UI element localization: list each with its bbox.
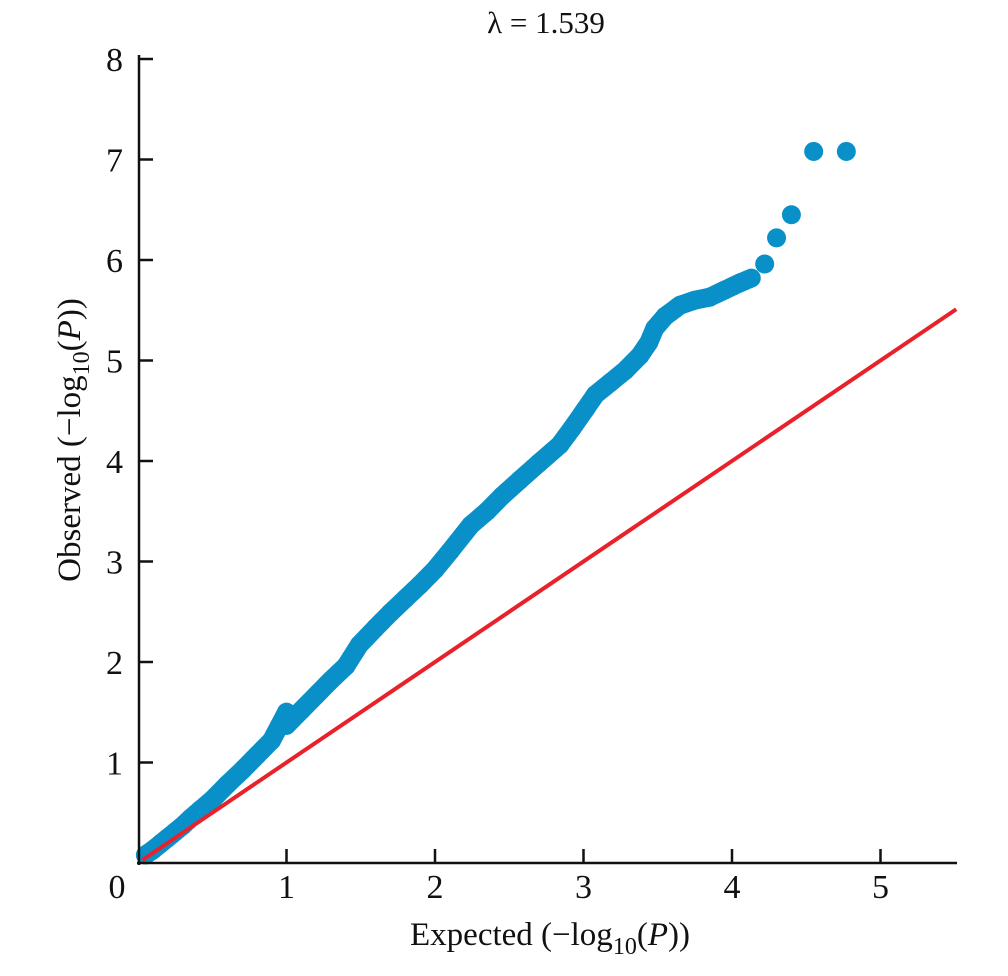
y-axis-label: Observed (−log10(P)) (52, 298, 95, 582)
chart-title: λ = 1.539 (487, 5, 605, 40)
x-tick-label: 4 (724, 869, 741, 906)
data-point (262, 730, 282, 750)
data-point (529, 453, 549, 473)
data-point (510, 470, 530, 490)
data-point (492, 486, 512, 506)
data-point (477, 501, 497, 521)
points-layer (135, 141, 856, 865)
x-tick-label: 5 (872, 869, 889, 906)
data-point (767, 228, 787, 248)
data-point (395, 589, 415, 609)
data-point (550, 435, 570, 455)
x-axis-label-italic: P (647, 917, 668, 953)
data-point (321, 670, 341, 690)
data-point (336, 656, 356, 676)
data-point (366, 618, 386, 638)
data-point (585, 385, 605, 405)
data-point (562, 419, 582, 439)
origin-label: 0 (109, 869, 126, 906)
reference-line (141, 307, 958, 862)
y-tick-label: 5 (106, 344, 123, 381)
data-point (670, 295, 690, 315)
data-point (700, 287, 720, 307)
y-axis-label-tail: ( (52, 340, 88, 351)
data-point (715, 280, 735, 300)
data-point (277, 702, 296, 722)
y-ticks: 1 2 3 4 5 6 7 8 (106, 42, 153, 783)
data-point (615, 361, 635, 381)
x-axis-label-tail: ( (637, 917, 648, 953)
data-point (685, 290, 705, 310)
data-point (836, 141, 856, 161)
data-point (781, 205, 801, 225)
data-point (804, 141, 824, 161)
data-point (232, 761, 252, 781)
data-point (600, 373, 620, 393)
data-point (277, 715, 296, 735)
x-axis-label: Expected (−log10(P)) (410, 917, 690, 960)
y-tick-label: 3 (106, 545, 123, 582)
y-tick-label: 8 (106, 42, 123, 79)
x-ticks: 1 2 3 4 5 (278, 849, 889, 906)
y-tick-label: 4 (106, 444, 123, 481)
data-point (247, 745, 267, 765)
data-point (291, 700, 311, 720)
data-point (655, 306, 675, 326)
x-axis-label-main: Expected (−log (410, 917, 613, 953)
y-tick-label: 6 (106, 243, 123, 280)
data-point (380, 603, 400, 623)
data-point (202, 790, 222, 810)
data-point (741, 268, 761, 288)
data-point (349, 635, 369, 655)
y-tick-label: 7 (106, 143, 123, 180)
x-tick-label: 1 (278, 869, 295, 906)
y-tick-label: 1 (106, 746, 123, 783)
data-point (425, 560, 445, 580)
y-axis-label-close: )) (52, 298, 88, 320)
data-point (575, 400, 595, 420)
data-point (755, 254, 775, 274)
x-tick-label: 2 (427, 869, 444, 906)
data-point (461, 515, 481, 535)
x-axis-label-close: )) (668, 917, 690, 953)
data-point (410, 575, 430, 595)
data-point (440, 541, 460, 561)
y-axis-label-sub: 10 (69, 351, 95, 375)
y-axis-label-italic: P (52, 320, 88, 341)
x-axis-label-sub: 10 (613, 934, 637, 960)
data-point (306, 685, 326, 705)
data-point (217, 775, 237, 795)
x-tick-label: 3 (575, 869, 592, 906)
y-tick-label: 2 (106, 645, 123, 682)
y-axis-label-main: Observed (−log (52, 375, 88, 581)
